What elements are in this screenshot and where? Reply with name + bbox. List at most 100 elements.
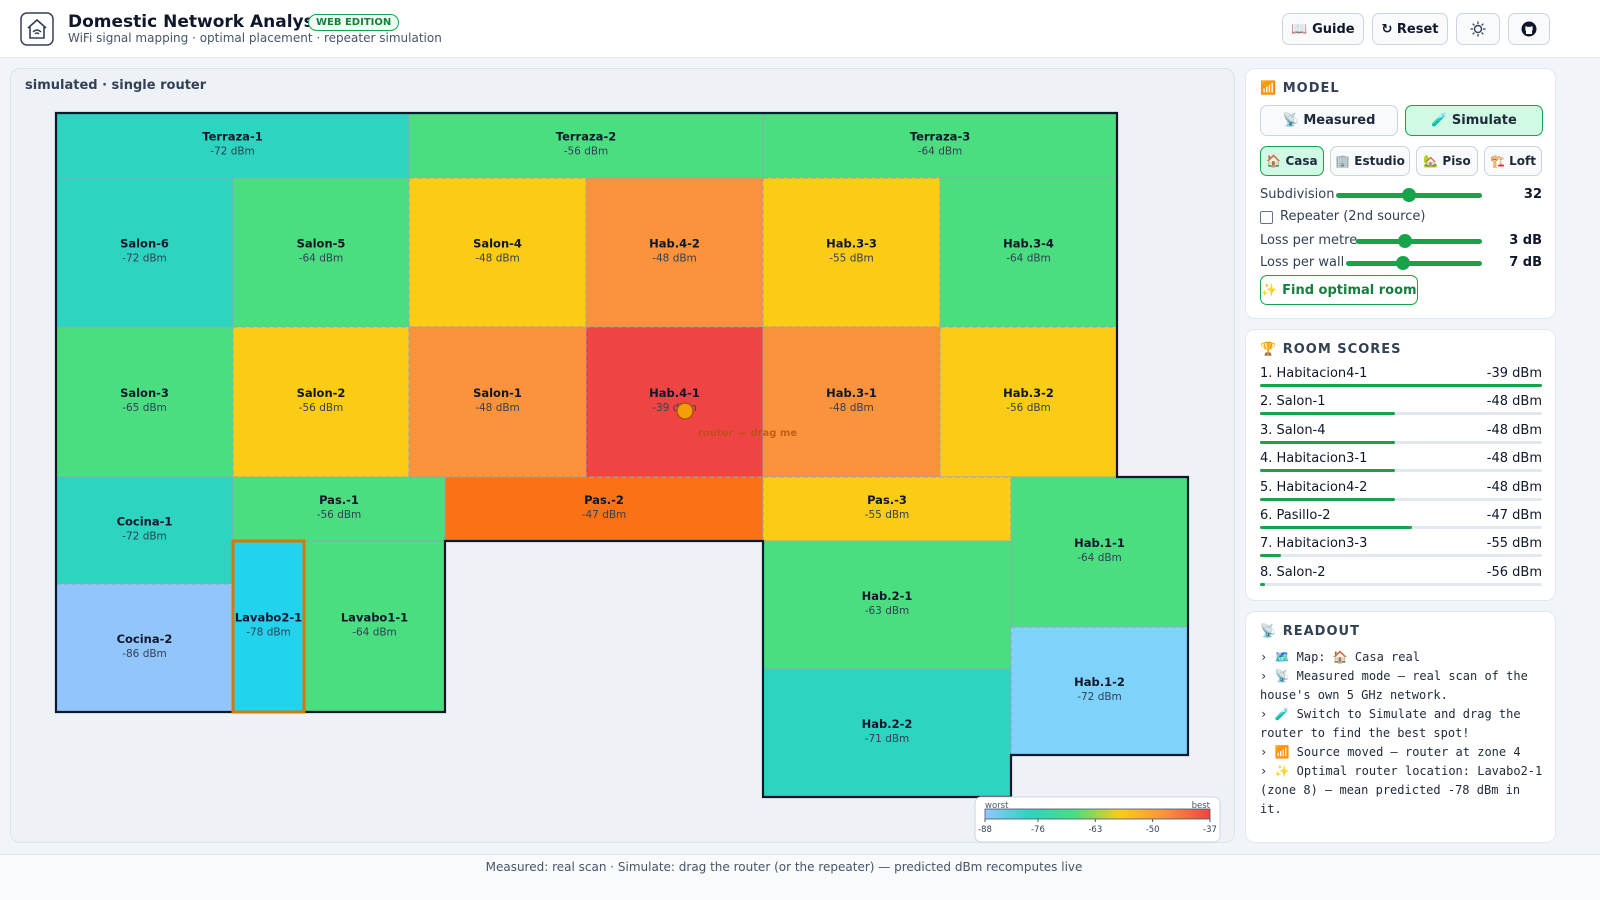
room-signal: -55 dBm — [865, 509, 910, 521]
room-label: Hab.2-1 — [862, 589, 913, 603]
room — [762, 177, 941, 328]
room — [939, 177, 1118, 328]
score-value: -48 dBm — [1486, 451, 1542, 467]
map-button[interactable]: 🏡 Piso — [1416, 146, 1478, 176]
checkbox[interactable] — [1260, 211, 1273, 224]
legend-box — [974, 796, 1221, 843]
room-label: Pas.-3 — [867, 493, 907, 507]
score-name: 6. Pasillo-2 — [1260, 508, 1331, 523]
score-value: -47 dBm — [1486, 508, 1542, 523]
room — [1010, 626, 1189, 756]
readout-line: › 🧪 Switch to Simulate and drag the rout… — [1260, 707, 1521, 740]
score-name: 1. Habitacion4-1 — [1260, 366, 1368, 381]
legend-tick-label: -88 — [978, 825, 992, 835]
header: Domestic Network Analysis WEB EDITION Wi… — [0, 0, 1600, 58]
room — [585, 326, 764, 478]
room-signal: -71 dBm — [865, 733, 910, 745]
room-label: Salon-2 — [297, 386, 346, 400]
legend-bar — [984, 808, 1211, 820]
room-signal: -72 dBm — [1077, 691, 1122, 703]
room-label: Cocina-1 — [117, 515, 173, 529]
room-signal: -63 dBm — [865, 605, 910, 617]
github-button[interactable] — [1508, 13, 1550, 45]
room-label: Terraza-1 — [202, 130, 262, 144]
mode-button[interactable]: 🧪 Simulate — [1405, 105, 1543, 136]
theme-button[interactable] — [1456, 13, 1500, 45]
legend-best: best — [1192, 801, 1211, 811]
mode-button[interactable]: 📡 Measured — [1260, 105, 1398, 136]
room-label: Hab.4-2 — [649, 237, 700, 251]
room-signal: -55 dBm — [829, 253, 874, 265]
room — [585, 177, 764, 328]
room-label: Salon-5 — [297, 237, 346, 251]
room-signal: -56 dBm — [564, 146, 609, 158]
room — [762, 112, 1118, 179]
room-label: Pas.-2 — [584, 493, 624, 507]
score-bar — [1260, 497, 1396, 501]
readout-log: › 🗺️ Map: 🏠 Casa real › 📡 Measured mode —… — [1260, 648, 1546, 819]
map-button[interactable]: 🏢 Estudio — [1330, 146, 1410, 176]
legend-tick-label: -63 — [1088, 825, 1102, 835]
model-card: 📶 MODEL Subdivision 32 Repeater (2nd sou… — [1245, 68, 1556, 319]
room — [55, 326, 234, 478]
room-signal: -78 dBm — [246, 627, 291, 639]
router[interactable] — [676, 402, 694, 420]
score-name: 4. Habitacion3-1 — [1260, 451, 1368, 467]
score-bar — [1260, 554, 1282, 558]
slider-value: 32 — [1523, 187, 1542, 202]
card-title: 🏆 ROOM SCORES — [1260, 342, 1402, 357]
room-label: Hab.1-1 — [1074, 536, 1125, 550]
room — [408, 112, 764, 179]
room-label: Pas.-1 — [319, 493, 359, 507]
slider[interactable] — [1356, 234, 1482, 248]
score-track — [1260, 554, 1542, 558]
reset-button[interactable]: ↻ Reset — [1372, 13, 1448, 45]
guide-button[interactable]: 📖 Guide — [1282, 13, 1364, 45]
room-signal: -64 dBm — [918, 146, 963, 158]
legend-tick-label: -76 — [1031, 825, 1045, 835]
room-label: Lavabo2-1 — [235, 611, 302, 625]
room-label: Salon-4 — [473, 237, 522, 251]
app-icon — [20, 12, 54, 46]
legend-tick-label: -50 — [1146, 825, 1160, 835]
score-value: -56 dBm — [1486, 564, 1542, 580]
room-signal: -56 dBm — [299, 402, 344, 414]
badge: WEB EDITION — [308, 14, 400, 31]
score-track — [1260, 469, 1542, 473]
room-signal: -48 dBm — [652, 253, 697, 265]
slider-label: Loss per wall — [1260, 255, 1345, 270]
room — [762, 668, 1012, 798]
subtitle: WiFi signal mapping · optimal placement … — [68, 31, 442, 45]
room-signal: -86 dBm — [122, 648, 167, 660]
map-button[interactable]: 🏠 Casa — [1260, 146, 1324, 176]
room-label: Hab.3-1 — [826, 386, 877, 400]
score-track — [1260, 497, 1542, 501]
room-signal: -48 dBm — [475, 402, 520, 414]
room-signal: -72 dBm — [210, 146, 255, 158]
room-label: Hab.4-1 — [649, 386, 700, 400]
checkbox-label: Repeater (2nd source) — [1280, 209, 1426, 224]
room-label: Hab.1-2 — [1074, 675, 1125, 689]
find-optimal-button[interactable]: ✨ Find optimal room — [1260, 275, 1418, 305]
mode-label: simulated · single router — [25, 78, 207, 93]
slider-label: Subdivision — [1260, 187, 1335, 202]
slider[interactable] — [1336, 188, 1482, 202]
readout-line: › ✨ Optimal router location: Lavabo2-1 (… — [1260, 764, 1543, 816]
room-label: Lavabo1-1 — [341, 611, 408, 625]
floor-map[interactable]: Terraza-1 -72 dBm Terraza-2 -56 dBm Terraza-… — [0, 0, 1240, 850]
score-name: 8. Salon-2 — [1260, 564, 1326, 580]
room-signal: -72 dBm — [122, 253, 167, 265]
room-label: Hab.3-4 — [1003, 237, 1054, 251]
score-name: 2. Salon-1 — [1260, 394, 1326, 410]
room-label: Salon-6 — [120, 237, 169, 251]
map-button[interactable]: 🏗️ Loft — [1484, 146, 1542, 176]
legend-worst: worst — [985, 801, 1009, 811]
room — [55, 476, 234, 585]
router-hint: router — drag me — [698, 428, 797, 439]
score-value: -48 dBm — [1486, 422, 1542, 438]
slider[interactable] — [1346, 256, 1482, 270]
score-bar — [1260, 582, 1265, 586]
readout-card: 📡 READOUT › 🗺️ Map: 🏠 Casa real › 📡 Measu… — [1245, 611, 1556, 843]
app-title: Domestic Network Analysis — [68, 12, 330, 32]
legend-tick-label: -37 — [1203, 825, 1217, 835]
